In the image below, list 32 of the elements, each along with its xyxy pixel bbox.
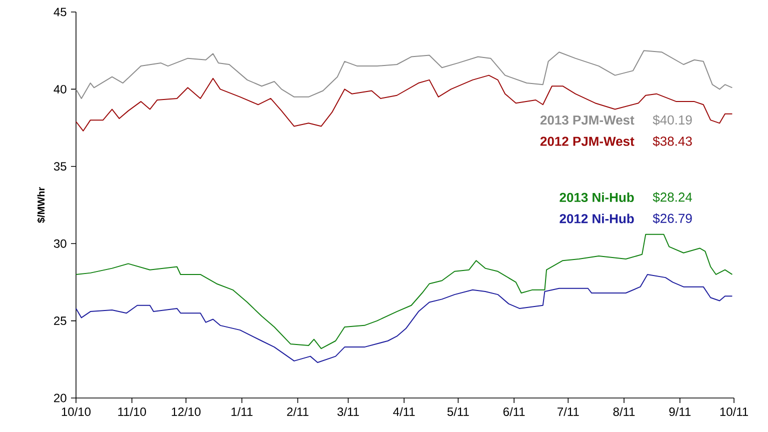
- text: 2013 PJM-West: [540, 115, 634, 125]
- line-series: [76, 74, 733, 132]
- x-tick-label: 10/10: [62, 407, 91, 416]
- x-tick-label: 10/11: [720, 407, 748, 416]
- line-series: [76, 274, 733, 363]
- y-tick-label: 40: [54, 84, 66, 94]
- x-tick-label: 6/11: [503, 407, 525, 416]
- text: 2013 Ni-Hub: [560, 192, 634, 202]
- x-tick-label: 7/11: [558, 407, 579, 416]
- x-tick-label: 12/10: [172, 407, 201, 416]
- annotation: $28.24: [652, 192, 692, 203]
- annotation: $40.19: [652, 114, 692, 126]
- x-tick-label: 4/11: [393, 407, 415, 416]
- x-tick-label: 5/11: [447, 407, 469, 416]
- annotation: $26.79: [652, 213, 692, 224]
- text: 2012 PJM-West: [540, 136, 634, 146]
- x-tick-label: 11/10: [118, 407, 146, 416]
- y-tick-label: 25: [54, 316, 66, 326]
- y-axis-title: $/MWhr: [37, 187, 46, 223]
- x-tick-label: 8/11: [613, 407, 635, 416]
- y-tick-label: 30: [54, 239, 66, 248]
- x-tick-label: 2/11: [287, 407, 308, 416]
- line-series: [76, 50, 733, 99]
- y-tick-label: 20: [54, 394, 66, 402]
- x-tick-label: 9/11: [669, 407, 691, 416]
- text: 2012 Ni-Hub: [560, 214, 634, 224]
- x-tick-label: 1/11: [232, 407, 252, 416]
- x-tick-label: 3/11: [337, 407, 359, 416]
- line-series: [76, 234, 733, 350]
- y-tick-label: 35: [54, 162, 66, 171]
- y-tick-label: 45: [54, 8, 66, 16]
- annotation: $38.43: [652, 136, 692, 147]
